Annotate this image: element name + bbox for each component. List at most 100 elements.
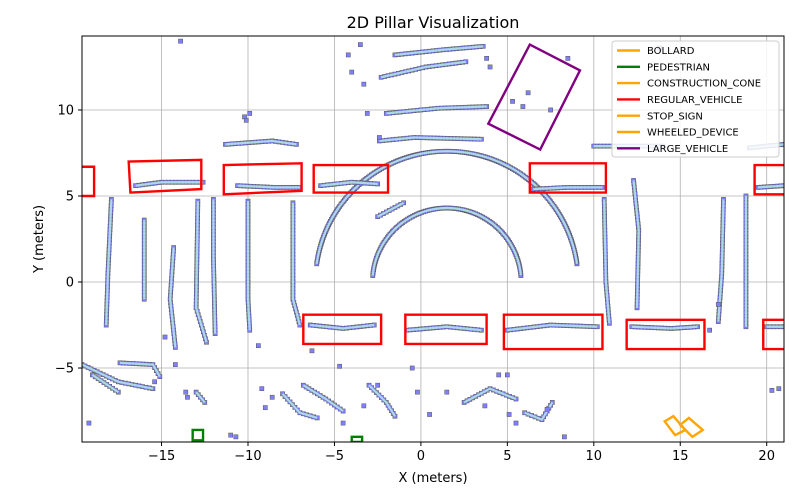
pillar-cell bbox=[309, 348, 315, 354]
point-trace bbox=[91, 373, 119, 394]
point-trace bbox=[533, 186, 603, 191]
pillar-cell bbox=[776, 386, 782, 392]
x-tick-label: 10 bbox=[586, 449, 603, 464]
legend-label: LARGE_VEHICLE bbox=[647, 144, 728, 155]
regular-vehicle-box bbox=[625, 318, 706, 351]
pillar-cell bbox=[183, 389, 189, 395]
pillar-cell bbox=[525, 90, 531, 96]
regular-vehicle-box bbox=[502, 313, 604, 351]
point-trace bbox=[291, 202, 301, 326]
pillar-cell bbox=[243, 117, 249, 123]
pillar-cell bbox=[364, 111, 370, 116]
point-trace bbox=[757, 184, 784, 189]
regular-vehicle-box bbox=[404, 313, 488, 346]
pillar-cell bbox=[487, 64, 493, 70]
point-trace bbox=[237, 184, 300, 189]
point-trace bbox=[380, 60, 466, 79]
pillar-cell bbox=[185, 394, 190, 400]
legend-frame bbox=[611, 40, 780, 158]
legend-label: REGULAR_VEHICLE bbox=[647, 95, 742, 106]
point-trace bbox=[246, 201, 251, 331]
point-trace bbox=[507, 323, 598, 332]
point-trace bbox=[82, 363, 154, 390]
point-trace bbox=[377, 201, 405, 218]
pillar-cell bbox=[504, 372, 510, 378]
y-tick-label: −5 bbox=[55, 362, 74, 377]
legend-label: PEDESTRIAN bbox=[647, 62, 710, 73]
point-trace bbox=[368, 384, 396, 417]
plot-area-data bbox=[82, 38, 784, 440]
point-trace bbox=[135, 181, 204, 187]
point-trace bbox=[463, 387, 517, 404]
point-trace bbox=[394, 45, 484, 57]
pillar-cell bbox=[247, 111, 253, 116]
regular-vehicle-box bbox=[753, 163, 784, 196]
pillar-cell bbox=[86, 420, 92, 426]
pillar-cell bbox=[415, 389, 420, 395]
pillar-cell bbox=[162, 334, 168, 340]
point-trace bbox=[195, 201, 208, 343]
point-trace bbox=[225, 139, 297, 146]
pillar-cell bbox=[707, 327, 713, 333]
pedestrian-box bbox=[350, 435, 364, 442]
legend-label: STOP_SIGN bbox=[647, 111, 703, 122]
x-tick-label: −15 bbox=[148, 449, 175, 464]
plot-frame bbox=[81, 35, 785, 443]
regular-vehicle-box bbox=[222, 162, 303, 196]
point-trace bbox=[406, 325, 482, 332]
regular-vehicle-box bbox=[762, 318, 784, 351]
point-trace bbox=[320, 181, 378, 187]
point-trace bbox=[379, 136, 482, 143]
x-tick-label: −5 bbox=[325, 449, 344, 464]
point-trace bbox=[212, 199, 217, 334]
pillar-cell bbox=[256, 343, 261, 349]
y-axis-label: Y (meters) bbox=[32, 205, 47, 274]
point-trace bbox=[386, 105, 487, 115]
point-trace bbox=[105, 199, 113, 326]
y-tick-label: 5 bbox=[66, 189, 74, 204]
pillar-cell bbox=[262, 405, 268, 410]
point-trace bbox=[315, 150, 579, 264]
pillar-cell bbox=[375, 382, 381, 388]
pillar-cell bbox=[152, 379, 157, 385]
regular-vehicle-box bbox=[528, 162, 608, 194]
point-trace bbox=[281, 393, 318, 419]
y-tick-label: 0 bbox=[66, 276, 74, 291]
x-tick-label: −10 bbox=[234, 449, 261, 464]
regular-vehicle-box bbox=[127, 158, 203, 194]
pillar-cell bbox=[513, 420, 519, 426]
point-trace bbox=[195, 391, 206, 404]
pillar-cell bbox=[484, 56, 489, 61]
point-trace bbox=[310, 323, 375, 330]
pillar-cell bbox=[173, 362, 178, 367]
point-trace bbox=[632, 180, 640, 308]
pillar-cell bbox=[427, 412, 432, 417]
point-trace bbox=[603, 199, 611, 324]
pillar-cell bbox=[715, 302, 721, 307]
point-trace bbox=[717, 199, 725, 322]
pillar-cell bbox=[482, 403, 488, 409]
pillar-cell bbox=[228, 432, 234, 438]
chart-title: 2D Pillar Visualization bbox=[347, 13, 520, 32]
point-trace bbox=[371, 206, 522, 276]
pillar-cell bbox=[361, 403, 367, 409]
pillar-cell bbox=[358, 42, 363, 47]
pillar-cell bbox=[409, 365, 415, 371]
pillar-cell bbox=[377, 135, 382, 140]
x-tick-label: 0 bbox=[417, 449, 425, 464]
legend-label: BOLLARD bbox=[647, 46, 695, 57]
pillar-cell bbox=[544, 406, 550, 412]
pillar-cell bbox=[178, 38, 183, 44]
wheeled-device-box bbox=[678, 416, 705, 439]
large-vehicle-box bbox=[486, 42, 582, 152]
pillar-cell bbox=[506, 412, 512, 417]
regular-vehicle-box bbox=[302, 313, 383, 346]
point-trace bbox=[302, 384, 344, 412]
pillar-cell bbox=[444, 389, 450, 395]
regular-vehicle-box bbox=[82, 165, 96, 198]
pillar-cell bbox=[202, 400, 208, 405]
pillar-cell bbox=[269, 394, 275, 400]
pillar-cell bbox=[496, 372, 502, 378]
pillar-cell bbox=[510, 99, 515, 104]
